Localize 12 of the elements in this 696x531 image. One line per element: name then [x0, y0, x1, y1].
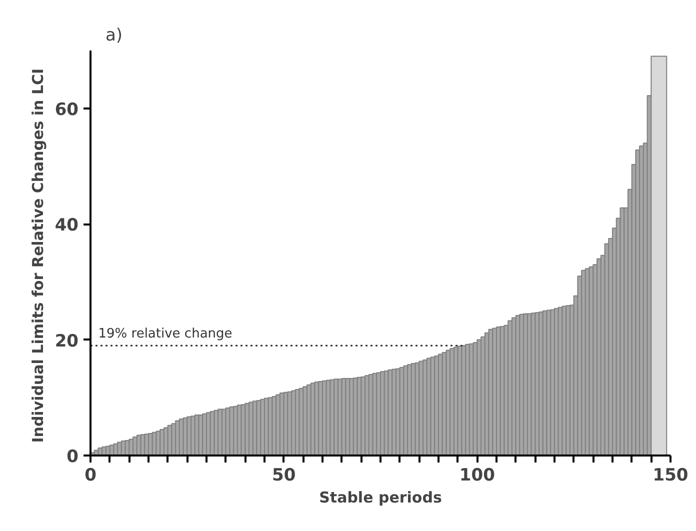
- x-tick-label: 150: [652, 466, 688, 486]
- x-tick-label: 50: [272, 466, 296, 486]
- y-tick-label: 40: [54, 216, 79, 236]
- y-axis-title: Individual Limits for Relative Changes in LCI: [28, 68, 47, 443]
- y-tick-label: 0: [66, 447, 79, 467]
- ref-line-label: 19% relative change: [98, 326, 232, 342]
- y-tick-label: 20: [54, 331, 79, 352]
- y-tick-label: 60: [54, 100, 79, 120]
- x-tick-label: 0: [84, 466, 97, 486]
- chart-title: a): [106, 26, 123, 46]
- x-tick-label: 100: [459, 466, 496, 486]
- x-axis-title: Stable periods: [319, 488, 442, 506]
